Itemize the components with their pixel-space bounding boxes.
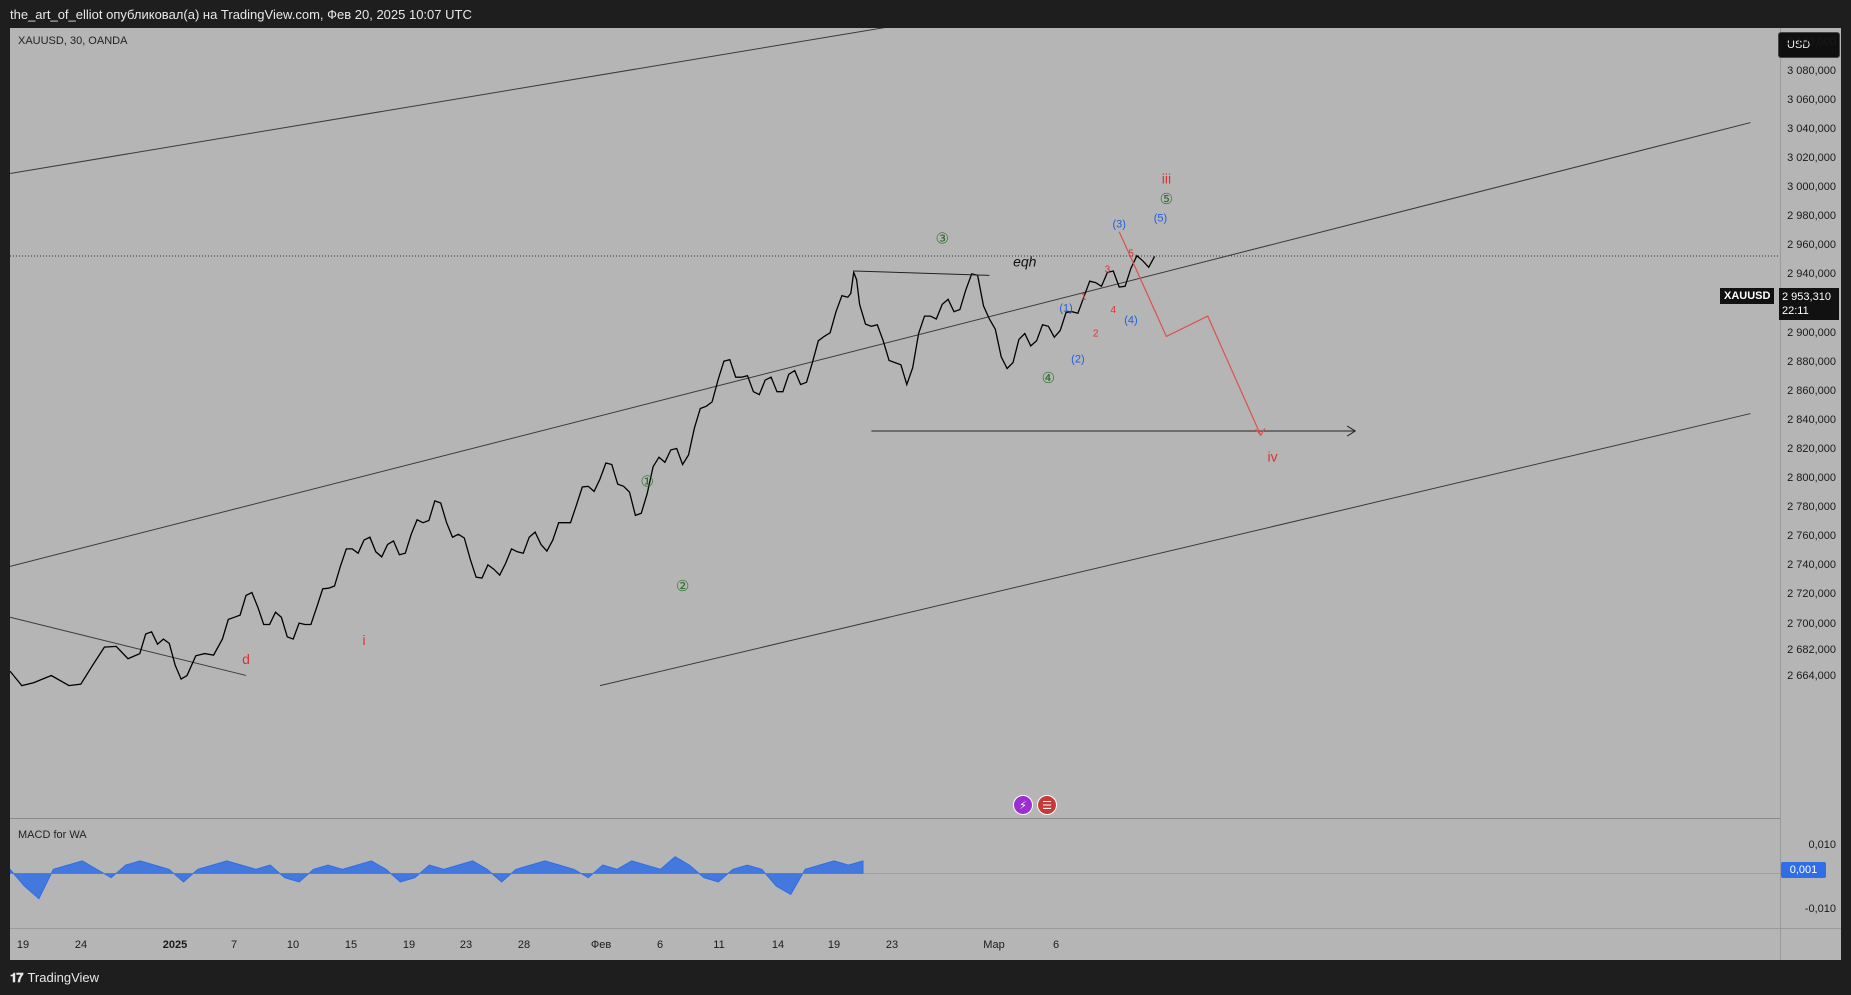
wave-label-5: ④ bbox=[1042, 370, 1055, 387]
wave-projection bbox=[1118, 231, 1262, 436]
price-tick: 2 820,000 bbox=[1787, 442, 1836, 455]
macd-tick-lower: -0,010 bbox=[1804, 903, 1836, 915]
price-tick: 3 040,000 bbox=[1787, 122, 1836, 135]
price-tick: 2 900,000 bbox=[1787, 326, 1836, 339]
price-tick: 3 020,000 bbox=[1787, 151, 1836, 164]
wave-label-0: d bbox=[242, 651, 250, 667]
footer-brand[interactable]: TradingView bbox=[27, 970, 100, 985]
time-tick: 15 bbox=[344, 939, 358, 951]
price-tick: 2 682,000 bbox=[1787, 643, 1836, 656]
price-tick: 2 800,000 bbox=[1787, 472, 1836, 485]
time-tick: Мар bbox=[983, 939, 1005, 951]
currency-button[interactable]: USD bbox=[1778, 32, 1840, 58]
wave-label-20: eqh bbox=[1013, 254, 1037, 270]
time-tick: 11 bbox=[713, 939, 725, 951]
price-tick: 2 720,000 bbox=[1787, 588, 1836, 601]
price-tick: 2 700,000 bbox=[1787, 617, 1836, 630]
current-price-label: 2 953,310 22:11 bbox=[1779, 288, 1839, 320]
wave-label-12: (3) bbox=[1112, 218, 1125, 230]
channel-line-3 bbox=[10, 616, 247, 676]
price-tick: 2 940,000 bbox=[1787, 268, 1836, 281]
target-arrow-head bbox=[1346, 425, 1357, 437]
channel-line-1 bbox=[10, 122, 1751, 567]
time-tick: 7 bbox=[230, 939, 238, 951]
wave-label-1: i bbox=[362, 632, 365, 648]
price-tick: 2 880,000 bbox=[1787, 355, 1836, 368]
wave-label-17: 3 bbox=[1105, 264, 1111, 275]
macd-tick-upper: 0,010 bbox=[1808, 839, 1836, 851]
current-price-value: 2 953,310 bbox=[1782, 291, 1831, 303]
time-tick: 6 bbox=[656, 939, 664, 951]
time-tick: 23 bbox=[459, 939, 473, 951]
macd-current-badge: 0,001 bbox=[1781, 862, 1826, 878]
channel-line-0 bbox=[10, 28, 886, 174]
time-tick: 19 bbox=[402, 939, 416, 951]
wave-label-19: 5 bbox=[1128, 248, 1134, 259]
time-tick: 28 bbox=[517, 939, 531, 951]
time-tick: 10 bbox=[286, 939, 300, 951]
price-tick: 2 860,000 bbox=[1787, 384, 1836, 397]
eqh-line bbox=[853, 270, 990, 276]
earnings-event-icon[interactable]: ⚡ bbox=[1013, 795, 1033, 815]
wave-label-8: iv bbox=[1268, 449, 1278, 465]
wave-label-16: 2 bbox=[1093, 328, 1099, 339]
pane-separator[interactable] bbox=[10, 818, 1780, 819]
price-tick: 3 060,000 bbox=[1787, 93, 1836, 106]
price-tick: 2 840,000 bbox=[1787, 413, 1836, 426]
wave-label-13: (4) bbox=[1124, 314, 1137, 326]
price-axis-border bbox=[1780, 28, 1781, 960]
price-tick: 2 960,000 bbox=[1787, 239, 1836, 252]
price-tick: 3 080,000 bbox=[1787, 64, 1836, 77]
macd-histogram bbox=[10, 856, 864, 900]
time-tick: Фев bbox=[590, 939, 612, 951]
wave-label-10: (1) bbox=[1059, 303, 1072, 315]
time-tick: 6 bbox=[1052, 939, 1060, 951]
time-axis-border bbox=[10, 928, 1841, 929]
time-tick: 2025 bbox=[162, 939, 188, 951]
indicator-legend[interactable]: MACD for WA bbox=[18, 829, 87, 841]
time-tick: 24 bbox=[74, 939, 88, 951]
wave-label-6: ⑤ bbox=[1160, 191, 1173, 208]
publication-header: the_art_of_elliot опубликовал(а) на Trad… bbox=[0, 0, 1851, 28]
time-tick: 14 bbox=[771, 939, 785, 951]
us-economic-event-icon[interactable]: ☰ bbox=[1037, 795, 1057, 815]
wave-label-11: (2) bbox=[1071, 354, 1084, 366]
bar-countdown: 22:11 bbox=[1782, 305, 1809, 317]
projection-arrow-head bbox=[1255, 428, 1266, 437]
wave-label-18: 4 bbox=[1111, 305, 1117, 316]
wave-label-4: ③ bbox=[935, 230, 948, 247]
wave-label-2: ① bbox=[640, 473, 653, 490]
wave-label-3: ② bbox=[676, 578, 689, 595]
price-tick: 2 664,000 bbox=[1787, 669, 1836, 682]
time-tick: 23 bbox=[885, 939, 899, 951]
wave-label-7: iii bbox=[1162, 171, 1171, 187]
price-tick: 2 980,000 bbox=[1787, 210, 1836, 223]
price-series bbox=[10, 254, 1156, 687]
time-tick: 19 bbox=[827, 939, 841, 951]
time-tick: 19 bbox=[16, 939, 30, 951]
wave-label-14: (5) bbox=[1154, 213, 1167, 225]
footer: 𝟏𝟕 TradingView bbox=[0, 960, 1851, 995]
publication-text: the_art_of_elliot опубликовал(а) на Trad… bbox=[10, 6, 472, 22]
wave-label-15: 1 bbox=[1081, 292, 1087, 303]
price-tick: 2 760,000 bbox=[1787, 530, 1836, 543]
price-tick: 3 100,000 bbox=[1787, 35, 1836, 48]
current-symbol-label: XAUUSD bbox=[1720, 288, 1775, 304]
tradingview-logo-icon[interactable]: 𝟏𝟕 bbox=[10, 969, 24, 985]
channel-line-2 bbox=[599, 413, 1751, 687]
symbol-legend[interactable]: XAUUSD, 30, OANDA bbox=[18, 35, 128, 47]
price-tick: 3 000,000 bbox=[1787, 181, 1836, 194]
price-tick: 2 780,000 bbox=[1787, 501, 1836, 514]
price-tick: 2 740,000 bbox=[1787, 559, 1836, 572]
